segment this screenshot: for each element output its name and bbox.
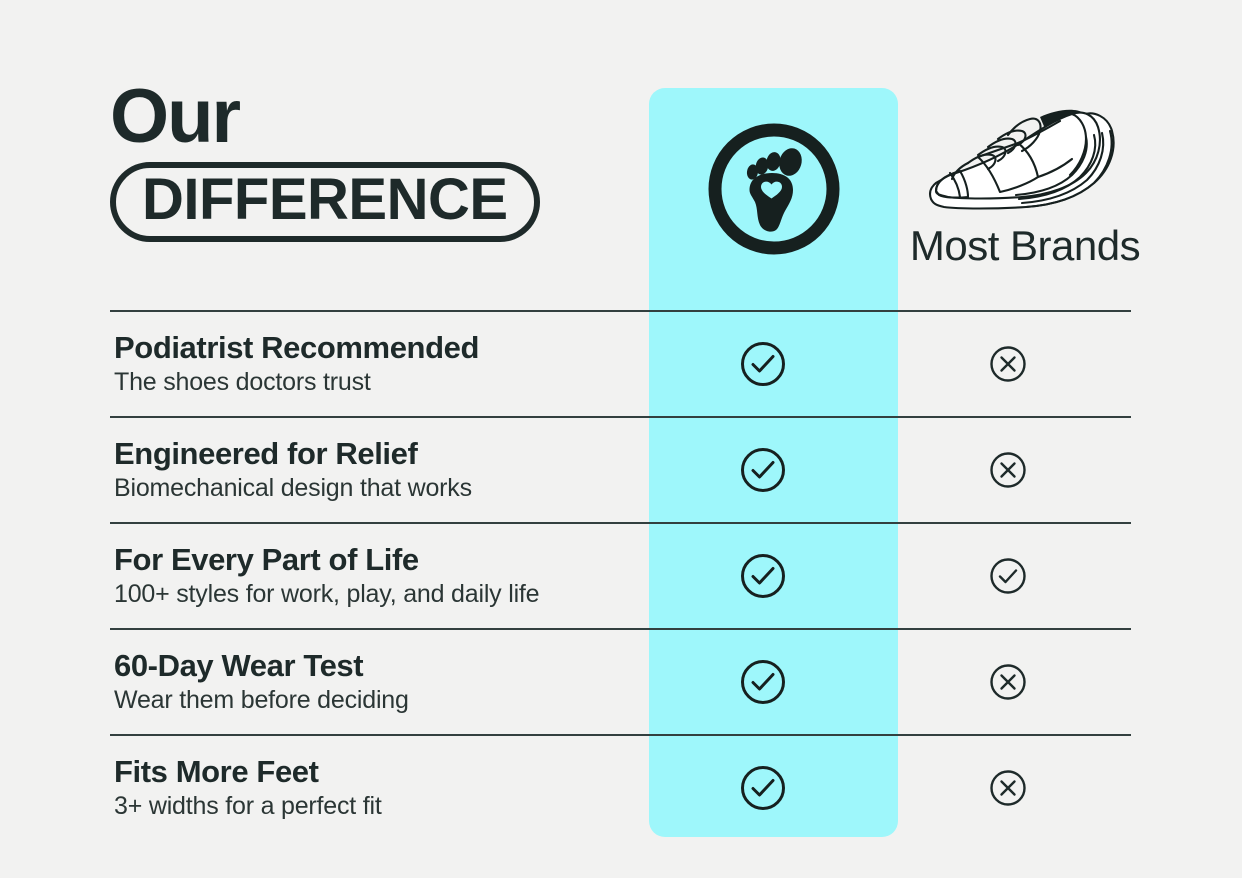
page-title-line1: Our (110, 74, 241, 159)
most-brands-cell (886, 344, 1131, 384)
table-divider (110, 310, 1131, 312)
page-title-pill: DIFFERENCE (110, 161, 540, 242)
table-divider (110, 416, 1131, 418)
competitor-header: Most Brands (900, 95, 1150, 267)
check-circle-icon (741, 554, 786, 598)
table-row: For Every Part of Life 100+ styles for w… (110, 524, 1131, 628)
cross-circle-icon (990, 452, 1027, 488)
comparison-table: Podiatrist Recommended The shoes doctors… (110, 310, 1131, 840)
table-divider (110, 522, 1131, 524)
sneaker-illustration-icon (929, 109, 1115, 210)
check-circle-icon (741, 448, 786, 492)
feature-subtitle: 3+ widths for a perfect fit (114, 792, 382, 821)
competitor-label: Most Brands (909, 222, 1141, 269)
check-circle-icon (741, 342, 786, 386)
our-brand-cell (641, 445, 886, 495)
page-title: Our DIFFERENCE (110, 74, 540, 242)
table-divider (110, 734, 1131, 736)
feature-cell: Fits More Feet 3+ widths for a perfect f… (110, 753, 641, 821)
feature-subtitle: The shoes doctors trust (114, 368, 371, 397)
table-divider (110, 628, 1131, 630)
feature-title: 60-Day Wear Test (114, 647, 364, 683)
page-title-line2: DIFFERENCE (142, 166, 508, 232)
table-row: 60-Day Wear Test Wear them before decidi… (110, 630, 1131, 734)
feature-cell: For Every Part of Life 100+ styles for w… (110, 541, 641, 609)
feature-title: Engineered for Relief (114, 435, 418, 471)
feature-cell: Engineered for Relief Biomechanical desi… (110, 435, 641, 503)
feature-subtitle: Biomechanical design that works (114, 474, 472, 503)
feature-cell: Podiatrist Recommended The shoes doctors… (110, 329, 641, 397)
feature-subtitle: Wear them before deciding (114, 686, 409, 715)
feature-cell: 60-Day Wear Test Wear them before decidi… (110, 647, 641, 715)
feature-title: For Every Part of Life (114, 541, 419, 577)
cross-circle-icon (990, 770, 1027, 806)
check-circle-icon (990, 558, 1027, 594)
feature-title: Fits More Feet (114, 753, 319, 789)
most-brands-cell (886, 768, 1131, 808)
feature-subtitle: 100+ styles for work, play, and daily li… (114, 580, 540, 609)
most-brands-cell (886, 556, 1131, 596)
feature-title: Podiatrist Recommended (114, 329, 480, 365)
our-brand-cell (641, 339, 886, 389)
footprint-heart-logo-icon (705, 120, 843, 258)
table-row: Fits More Feet 3+ widths for a perfect f… (110, 736, 1131, 840)
cross-circle-icon (990, 664, 1027, 700)
check-circle-icon (741, 766, 786, 810)
check-circle-icon (741, 660, 786, 704)
table-row: Engineered for Relief Biomechanical desi… (110, 418, 1131, 522)
most-brands-cell (886, 662, 1131, 702)
table-row: Podiatrist Recommended The shoes doctors… (110, 312, 1131, 416)
cross-circle-icon (990, 346, 1027, 382)
our-brand-cell (641, 551, 886, 601)
our-brand-cell (641, 763, 886, 813)
our-brand-cell (641, 657, 886, 707)
most-brands-cell (886, 450, 1131, 490)
